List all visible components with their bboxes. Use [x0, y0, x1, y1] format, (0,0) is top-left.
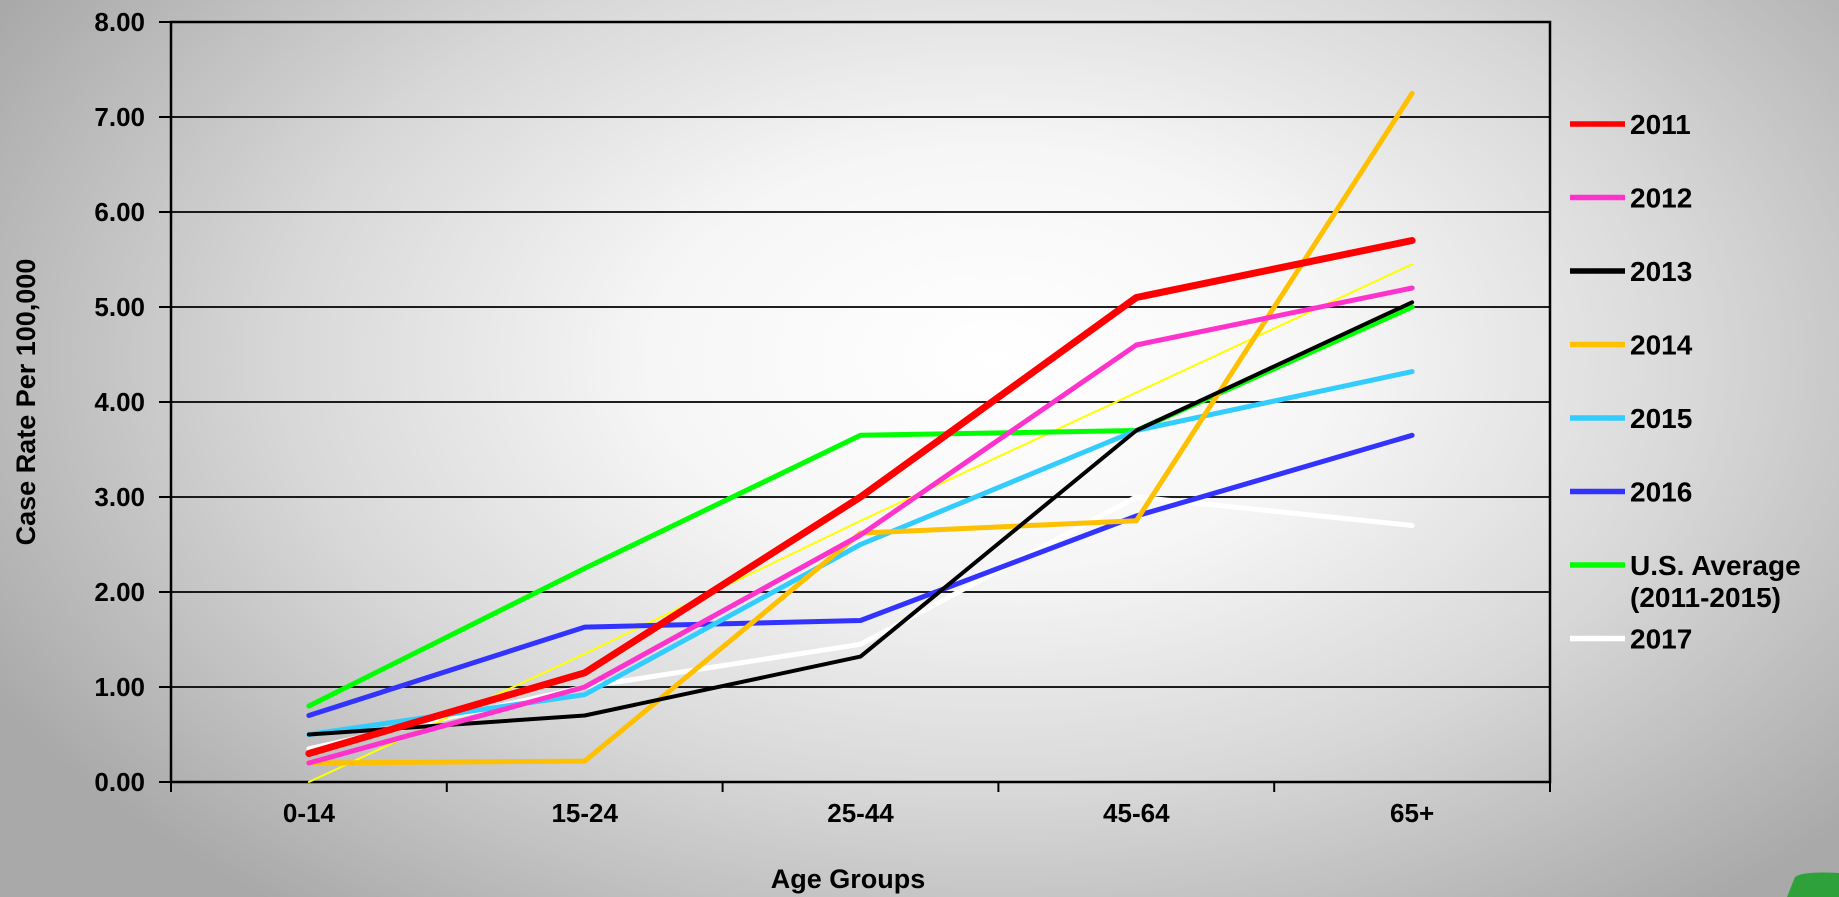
y-tick-label: 4.00 — [94, 387, 145, 417]
legend-label: 2011 — [1630, 109, 1691, 140]
legend-label: 2017 — [1630, 624, 1692, 655]
legend-label: 2015 — [1630, 403, 1692, 434]
y-tick-label: 1.00 — [94, 672, 145, 702]
series-line-2013 — [306, 300, 1415, 737]
x-axis-ticks: 0-14 15-24 25-44 45-64 65+ — [170, 782, 1551, 828]
series-line-2012 — [306, 285, 1415, 766]
legend: 2011 2012 2013 2014 2015 2016 U.S. Average(201… — [1570, 109, 1801, 655]
series-line-2015 — [306, 369, 1415, 737]
x-tick-label: 65+ — [1390, 798, 1434, 828]
y-axis-title: Case Rate Per 100,000 — [11, 259, 41, 546]
green-corner-shape — [1787, 872, 1839, 897]
series-line-2011 — [305, 237, 1416, 757]
x-tick-label: 45-64 — [1103, 798, 1170, 828]
y-tick-label: 7.00 — [94, 102, 145, 132]
legend-label: 2013 — [1630, 256, 1692, 287]
y-tick-label: 2.00 — [94, 577, 145, 607]
y-tick-label: 8.00 — [94, 7, 145, 37]
x-tick-label: 25-44 — [827, 798, 894, 828]
y-tick-label: 3.00 — [94, 482, 145, 512]
x-tick-label: 15-24 — [551, 798, 618, 828]
legend-label: 2016 — [1630, 477, 1692, 508]
logo-mark — [1787, 871, 1839, 897]
y-tick-label: 6.00 — [94, 197, 145, 227]
x-axis-title: Age Groups — [771, 864, 926, 894]
legend-label: (2011-2015) — [1630, 582, 1781, 613]
legend-label: 2014 — [1630, 330, 1693, 361]
series-line-2016 — [306, 432, 1415, 718]
y-tick-label: 0.00 — [94, 767, 145, 797]
x-tick-label: 0-14 — [283, 798, 336, 828]
legend-label: 2012 — [1630, 183, 1692, 214]
y-tick-label: 5.00 — [94, 292, 145, 322]
legend-label: U.S. Average — [1630, 550, 1801, 581]
series-lines — [305, 90, 1416, 783]
y-axis-ticks: 0.00 1.00 2.00 3.00 4.00 5.00 6.00 7.00 8.00 — [94, 7, 171, 797]
